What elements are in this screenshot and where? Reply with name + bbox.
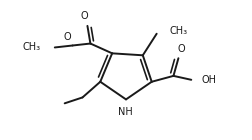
Text: CH₃: CH₃ [23,42,41,52]
Text: O: O [178,44,185,54]
Text: OH: OH [201,75,216,85]
Text: CH₃: CH₃ [170,26,188,36]
Text: NH: NH [118,107,132,117]
Text: O: O [81,11,88,21]
Text: O: O [64,32,72,42]
